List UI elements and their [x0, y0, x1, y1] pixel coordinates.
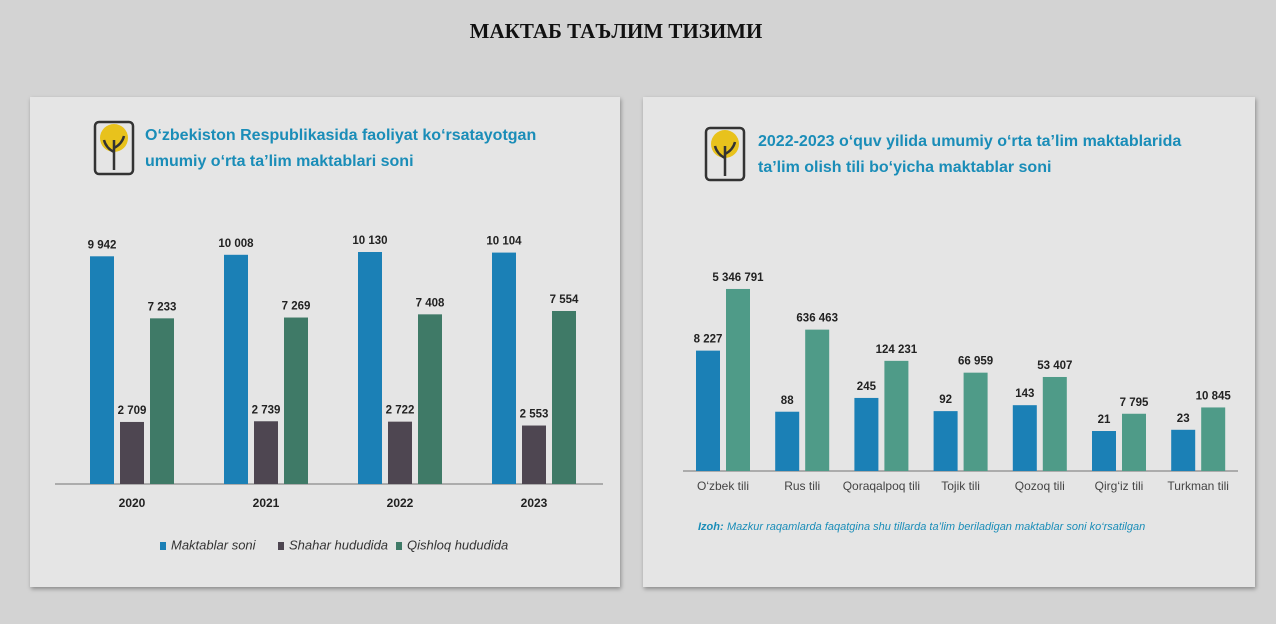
bar	[90, 256, 114, 484]
legend-swatch	[160, 542, 166, 550]
x-tick-label: 2023	[521, 496, 548, 510]
bar	[522, 425, 546, 484]
bar	[552, 310, 576, 484]
data-label: 124 231	[876, 344, 918, 356]
bar	[1012, 405, 1037, 471]
bar	[726, 288, 750, 471]
bar	[963, 372, 988, 471]
data-label: 143	[1015, 388, 1034, 400]
bar	[418, 314, 442, 484]
bar	[492, 252, 516, 484]
bar	[805, 329, 830, 471]
bar	[696, 350, 720, 471]
data-label: 92	[939, 394, 952, 406]
x-tick-label: Qozoq tili	[1015, 479, 1065, 493]
data-label: 7 233	[148, 301, 177, 313]
data-label: 53 407	[1037, 360, 1072, 372]
bar	[388, 421, 412, 484]
data-label: 10 008	[218, 238, 254, 250]
legend-label: Maktablar soni	[171, 537, 257, 552]
data-label: 9 942	[88, 239, 117, 251]
data-label: 66 959	[958, 356, 993, 368]
bar	[933, 411, 958, 471]
legend-swatch	[396, 542, 402, 550]
bar	[358, 252, 382, 484]
panel	[30, 97, 620, 587]
data-label: 10 130	[352, 235, 387, 247]
icon	[93, 120, 135, 176]
chart-title: umumiy o‘rta ta’lim maktablari soni	[145, 153, 414, 170]
note: Mazkur raqamlarda faqatgina shu tillarda…	[727, 521, 1145, 533]
bar	[284, 317, 308, 484]
x-tick-label: Qoraqalpoq tili	[843, 479, 920, 493]
x-tick-label: 2020	[119, 496, 146, 510]
bar	[884, 360, 909, 471]
x-tick-label: Qirg‘iz tili	[1095, 479, 1144, 493]
data-label: 21	[1098, 414, 1111, 426]
x-tick-label: 2021	[253, 496, 280, 510]
data-label: 10 104	[486, 236, 522, 248]
bar	[1122, 413, 1146, 471]
page-title: МАКТАБ ТАЪЛИМ ТИЗИМИ	[470, 19, 763, 43]
data-label: 245	[857, 381, 877, 393]
data-label: 7 269	[282, 301, 311, 313]
data-label: 5 346 791	[712, 272, 764, 284]
x-tick-label: 2022	[387, 496, 414, 510]
bar	[854, 397, 879, 471]
bar	[775, 411, 800, 471]
data-label: 23	[1177, 413, 1190, 425]
data-label: 2 722	[386, 405, 415, 417]
data-label: 2 739	[252, 404, 281, 416]
data-label: 636 463	[796, 313, 838, 325]
note-label: Izoh:	[698, 521, 724, 533]
icon	[704, 126, 746, 182]
x-tick-label: Rus tili	[784, 479, 820, 493]
data-label: 7 408	[416, 297, 445, 309]
bar	[224, 254, 248, 484]
chart-title: ta’lim olish tili bo‘yicha maktablar son…	[758, 159, 1051, 176]
legend-swatch	[278, 542, 284, 550]
data-label: 88	[781, 395, 794, 407]
bar	[120, 421, 144, 484]
data-label: 2 709	[118, 405, 147, 417]
chart-title: 2022-2023 o‘quv yilida umumiy o‘rta ta’l…	[758, 133, 1181, 150]
bar	[1092, 431, 1116, 471]
bar	[1042, 376, 1067, 471]
bar	[150, 318, 174, 484]
chart-title: O‘zbekiston Respublikasida faoliyat ko‘r…	[145, 127, 536, 144]
data-label: 7 554	[550, 294, 579, 306]
x-tick-label: O‘zbek tili	[697, 479, 749, 493]
data-label: 10 845	[1196, 390, 1232, 402]
data-label: 8 227	[694, 334, 723, 346]
x-tick-label: Tojik tili	[941, 479, 980, 493]
bar	[254, 421, 278, 484]
data-label: 7 795	[1120, 397, 1149, 409]
legend-label: Shahar hududida	[289, 537, 388, 552]
legend-label: Qishloq hududida	[407, 537, 508, 552]
bar	[1201, 407, 1226, 471]
bar	[1171, 429, 1196, 471]
data-label: 2 553	[520, 409, 549, 421]
x-tick-label: Turkman tili	[1167, 479, 1229, 493]
